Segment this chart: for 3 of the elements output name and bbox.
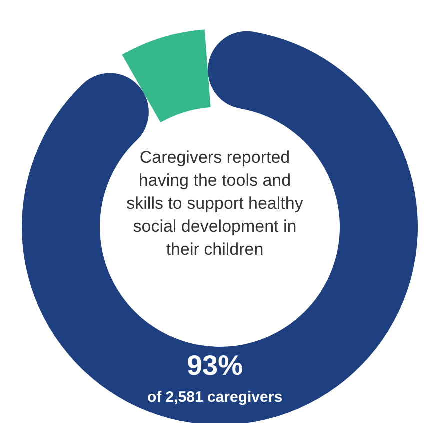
data-label: 93% — [186, 350, 244, 382]
text: of 2,581 caregivers — [146, 389, 284, 406]
text: Caregivers reported having the tools and skills to support healthy social development in their children — [126, 147, 304, 261]
